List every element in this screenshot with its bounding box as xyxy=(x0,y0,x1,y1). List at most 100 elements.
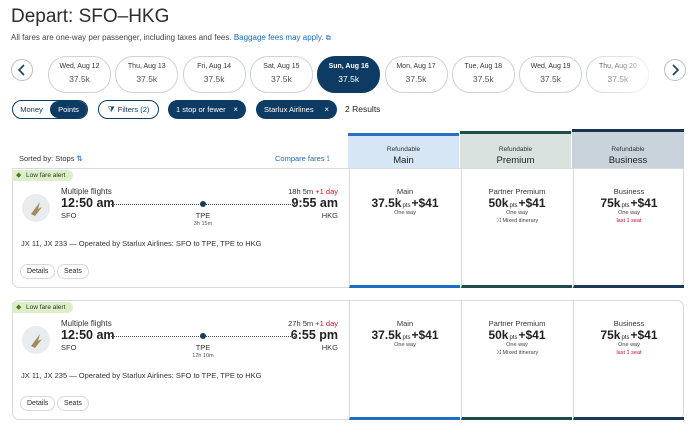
toggle-option[interactable]: Points xyxy=(50,101,87,118)
flight-button[interactable]: Details xyxy=(20,264,56,279)
fare-cell[interactable]: Business 75k pts +$41 One way last 1 seat xyxy=(573,168,684,288)
fare-label: Business xyxy=(613,187,645,196)
layover: 12h 10m xyxy=(192,353,214,359)
badge-text: Low fare alert xyxy=(26,304,66,311)
date-day: Wed, Aug 12 xyxy=(59,63,100,70)
date-day: Fri, Aug 14 xyxy=(197,63,232,70)
duration: 18h 5m xyxy=(288,187,314,196)
next-icon xyxy=(672,64,680,76)
fare-points: 75k xyxy=(600,328,621,342)
fare-column-header: Refundable Main xyxy=(348,133,459,168)
sort-label[interactable]: Sorted by: Stops ⇅ xyxy=(19,154,83,163)
flight-button[interactable]: Details xyxy=(20,396,56,411)
filter-chip[interactable]: Starlux Airlines × xyxy=(256,100,337,119)
fare-extra: ⤨ Mixed itinerary xyxy=(462,218,572,225)
date-pill[interactable]: Mon, Aug 17 37.5k xyxy=(384,56,448,93)
date-pill[interactable]: Wed, Aug 12 37.5k xyxy=(48,56,111,93)
subtitle-text: All fares are one-way per passenger, inc… xyxy=(11,33,232,42)
fare-cell[interactable]: Business 75k pts +$41 One way last 1 seat xyxy=(573,300,684,420)
fare-label: Business xyxy=(613,319,645,328)
date-day: Sun, Aug 16 xyxy=(328,63,369,70)
fare-fee: +$41 xyxy=(411,328,439,342)
fare-fee: +$41 xyxy=(630,328,658,342)
baggage-link[interactable]: Baggage fees may apply. xyxy=(233,33,324,42)
fare-cell[interactable]: Main 37.5k pts +$41 One way xyxy=(349,168,460,288)
remove-chip[interactable]: × xyxy=(324,105,329,114)
fare-extra: last 1 seat xyxy=(574,218,684,224)
fare-fee: +$41 xyxy=(630,196,658,210)
filters-text: Filters (2) xyxy=(117,105,150,114)
remove-chip[interactable]: × xyxy=(233,105,238,114)
next-date-button[interactable] xyxy=(664,59,686,81)
date-day: Wed, Aug 19 xyxy=(530,63,571,70)
fare-note: One way xyxy=(394,342,416,348)
depart-time: 12:50 am xyxy=(61,196,115,210)
date-price: 37.5k xyxy=(540,74,561,84)
extra-text: Mixed itinerary xyxy=(502,218,539,224)
date-price: 37.5k xyxy=(405,74,427,84)
stop-dot xyxy=(200,333,206,339)
flight-card: ◆ Low fare alert Multiple flights 18h 5m +1… xyxy=(12,168,684,288)
compare-text: Compare fares xyxy=(275,154,325,163)
compare-link[interactable]: Compare fares ⟟ xyxy=(275,154,330,164)
mixed-icon: ⤨ xyxy=(495,350,501,356)
date-day: Thu, Aug 13 xyxy=(127,63,166,70)
column-tag: Refundable xyxy=(386,146,421,153)
filters-button[interactable]: ⧩ Filters (2) xyxy=(98,100,159,119)
airline-logo xyxy=(22,326,50,354)
fare-unit: pts xyxy=(509,335,518,341)
fade-overlay xyxy=(580,54,664,96)
badge-text: Low fare alert xyxy=(26,172,66,179)
fare-note: One way xyxy=(394,210,416,216)
flight-button[interactable]: Seats xyxy=(57,264,89,279)
fare-cell[interactable]: Main 37.5k pts +$41 One way xyxy=(349,300,460,420)
date-pill[interactable]: Thu, Aug 13 37.5k xyxy=(115,56,179,93)
prev-icon xyxy=(17,64,25,76)
toggle-option[interactable]: Money xyxy=(20,105,43,114)
stop-dot xyxy=(200,201,206,207)
fare-fee: +$41 xyxy=(518,196,546,210)
date-pill[interactable]: Fri, Aug 14 37.5k xyxy=(182,56,246,93)
date-pill[interactable]: Tue, Aug 18 37.5k xyxy=(451,56,515,93)
column-name: Main xyxy=(393,155,414,166)
fare-extra: ⤨ Mixed itinerary xyxy=(462,350,572,357)
duration: 27h 5m xyxy=(288,319,314,328)
fare-note: One way xyxy=(506,210,528,216)
results-count: 2 Results xyxy=(345,104,381,114)
date-pill[interactable]: Sat, Aug 15 37.5k xyxy=(249,56,313,93)
duration-line: 27h 5m +1 day xyxy=(288,319,338,328)
fare-cell[interactable]: Partner Premium 50k pts +$41 One way ⤨ Mixed i… xyxy=(461,168,572,288)
fare-points: 37.5k xyxy=(371,196,402,210)
fare-cell[interactable]: Partner Premium 50k pts +$41 One way ⤨ Mixed i… xyxy=(461,300,572,420)
date-price: 37.5k xyxy=(472,74,494,84)
flight-button[interactable]: Seats xyxy=(57,396,89,411)
fare-price: 75k pts +$41 xyxy=(574,328,684,342)
compare-icon: ⟟ xyxy=(326,154,330,163)
fare-alert-badge: ◆ Low fare alert xyxy=(12,302,74,313)
filter-icon: ⧩ xyxy=(107,104,115,114)
extra-text: last 1 seat xyxy=(616,350,642,356)
tag-icon: ◆ xyxy=(16,172,22,179)
date-pill[interactable]: Wed, Aug 19 37.5k xyxy=(519,56,583,93)
extra-text: Mixed itinerary xyxy=(502,350,539,356)
column-name: Premium xyxy=(496,155,535,166)
prev-date-button[interactable] xyxy=(11,59,33,81)
fare-points: 50k xyxy=(488,196,509,210)
arrive-time: 6:55 pm xyxy=(290,328,338,342)
fare-price: 50k pts +$41 xyxy=(462,196,572,210)
fare-fee: +$41 xyxy=(411,196,439,210)
day-change: +1 day xyxy=(315,187,338,196)
fare-note: One way xyxy=(618,342,640,348)
fare-extra: last 1 seat xyxy=(574,350,684,356)
date-pill[interactable]: Sun, Aug 16 37.5k xyxy=(317,56,381,93)
page-title: Depart: SFO–HKG xyxy=(11,6,170,27)
layover: 3h 15m xyxy=(193,221,213,227)
stop: TPE xyxy=(195,211,211,220)
route-label: Multiple flights xyxy=(61,319,112,328)
sort-icon: ⇅ xyxy=(76,154,83,163)
fare-price: 37.5k pts +$41 xyxy=(350,328,460,342)
date-price: 37.5k xyxy=(270,74,292,84)
mixed-icon: ⤨ xyxy=(495,218,501,224)
filter-chip[interactable]: 1 stop or fewer × xyxy=(168,100,246,119)
